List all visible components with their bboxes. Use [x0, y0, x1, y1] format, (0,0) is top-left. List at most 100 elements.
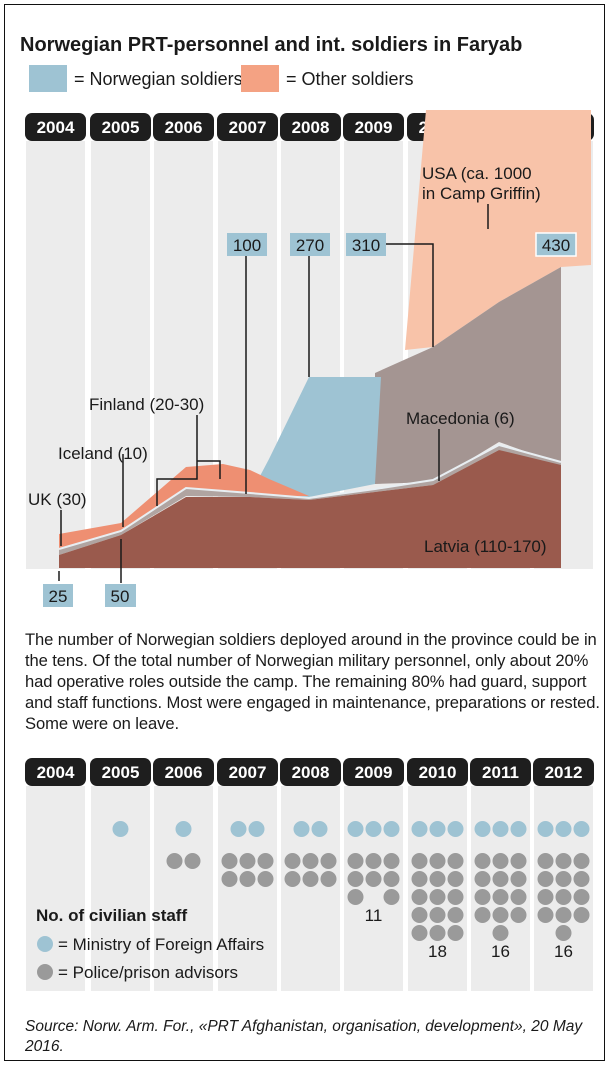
source-text: Source: Norw. Arm. For., «PRT Afghanista…	[25, 1018, 583, 1055]
police-dot-2007-3	[257, 853, 274, 869]
police-dot-2008-5	[302, 871, 319, 887]
police-dot-2008-4	[284, 871, 301, 887]
police-dot-2011-11	[492, 907, 509, 923]
top-year-label-2005: 2005	[102, 118, 140, 137]
police-dot-2011-9	[510, 889, 527, 905]
bottom-year-label-2012: 2012	[545, 763, 583, 782]
police-dot-2009-8	[383, 889, 400, 905]
leader-2010	[386, 243, 434, 347]
mfa-dot-2009-3	[383, 821, 400, 837]
police-dot-2012-3	[573, 853, 590, 869]
value-box-2005	[105, 584, 136, 607]
police-dot-2010-12	[447, 907, 464, 923]
police-dot-2008-1	[284, 853, 301, 869]
bottom-column-2012	[534, 786, 593, 991]
annotation-finland: Finland (20-30)	[89, 395, 204, 414]
top-year-box-2005	[90, 113, 151, 141]
police-dot-2007-6	[257, 871, 274, 887]
top-column-2005	[91, 141, 150, 569]
mfa-dot-2012-2	[555, 821, 572, 837]
police-dot-2010-9	[447, 889, 464, 905]
police-dot-2011-6	[510, 871, 527, 887]
police-dot-2009-3	[383, 853, 400, 869]
mfa-dot-2011-1	[474, 821, 491, 837]
legend-dot-mfa	[37, 936, 53, 952]
police-dot-2007-1	[221, 853, 238, 869]
bottom-year-label-2010: 2010	[419, 763, 457, 782]
bottom-column-2005	[91, 786, 150, 991]
annotation-usa-line1: USA (ca. 1000	[422, 164, 532, 183]
value-box-2004	[43, 584, 73, 607]
infographic-frame: Norwegian PRT-personnel and int. soldier…	[4, 4, 605, 1061]
civilian-title: No. of civilian staff	[36, 906, 187, 925]
mfa-dot-2009-1	[347, 821, 364, 837]
top-year-box-2004	[25, 113, 86, 141]
police-dot-2011-2	[492, 853, 509, 869]
top-year-box-2008	[280, 113, 341, 141]
police-dot-2010-13	[411, 925, 428, 941]
police-dot-2011-4	[474, 871, 491, 887]
police-dot-2009-1	[347, 853, 364, 869]
bottom-year-label-2009: 2009	[355, 763, 393, 782]
police-dot-2011-3	[510, 853, 527, 869]
mfa-dot-2008-1	[293, 821, 310, 837]
police-dot-2009-7	[347, 889, 364, 905]
bottom-column-2010	[408, 786, 467, 991]
police-dot-2010-15	[447, 925, 464, 941]
value-box-2012	[535, 232, 577, 257]
police-dot-2011-5	[492, 871, 509, 887]
police-dot-2011-13	[492, 925, 509, 941]
legend-label-mfa: = Ministry of Foreign Affairs	[58, 935, 264, 954]
value-label-2004: 25	[49, 587, 68, 606]
mfa-dot-2007-2	[248, 821, 265, 837]
mfa-dot-2012-3	[573, 821, 590, 837]
police-dot-2010-5	[429, 871, 446, 887]
mfa-dot-2011-3	[510, 821, 527, 837]
bottom-year-box-2008	[280, 758, 341, 786]
police-dot-2006-1	[166, 853, 183, 869]
legend-swatch-norwegian	[29, 65, 67, 92]
value-label-2008: 270	[296, 236, 324, 255]
leader-finland-2	[197, 460, 221, 479]
area-latvia	[59, 450, 561, 568]
leader-lines	[58, 204, 489, 583]
top-year-label-2004: 2004	[37, 118, 75, 137]
bottom-year-box-2010	[407, 758, 468, 786]
mfa-dot-2005-1	[112, 821, 129, 837]
bottom-year-box-2004	[25, 758, 86, 786]
value-box-2007	[227, 233, 267, 256]
top-year-box-2007	[217, 113, 278, 141]
annotation-macedonia: Macedonia (6)	[406, 409, 515, 428]
mfa-dot-2009-2	[365, 821, 382, 837]
bottom-year-label-2006: 2006	[165, 763, 203, 782]
bottom-column-2006	[154, 786, 213, 991]
legend-label-police: = Police/prison advisors	[58, 963, 238, 982]
bottom-year-box-2006	[153, 758, 214, 786]
police-dot-2010-14	[429, 925, 446, 941]
mfa-dot-2012-1	[537, 821, 554, 837]
bottom-year-box-2012	[533, 758, 594, 786]
top-year-box-2009	[343, 113, 404, 141]
annotation-uk: UK (30)	[28, 490, 87, 509]
bottom-year-box-2011	[470, 758, 531, 786]
civilian-staff-totals: 11 18 16 16	[365, 906, 573, 961]
civilian-total-2012: 16	[554, 942, 573, 961]
civilian-total-2011: 16	[491, 942, 510, 961]
annotation-iceland: Iceland (10)	[58, 444, 148, 463]
police-dot-2010-7	[411, 889, 428, 905]
police-dot-2012-5	[555, 871, 572, 887]
police-dot-2009-5	[365, 871, 382, 887]
mfa-dot-2008-2	[311, 821, 328, 837]
police-dot-2009-6	[383, 871, 400, 887]
police-dot-2010-10	[411, 907, 428, 923]
police-dot-2012-6	[573, 871, 590, 887]
police-dot-2009-2	[365, 853, 382, 869]
bottom-column-2008	[281, 786, 340, 991]
bottom-year-label-2007: 2007	[229, 763, 267, 782]
area-norwegian-2008	[250, 377, 381, 497]
police-dot-2008-3	[320, 853, 337, 869]
bottom-year-box-2005	[90, 758, 151, 786]
civilian-staff-dots	[112, 821, 590, 941]
area-usa-other-soldiers	[405, 110, 591, 350]
value-label-2012: 430	[542, 236, 570, 255]
